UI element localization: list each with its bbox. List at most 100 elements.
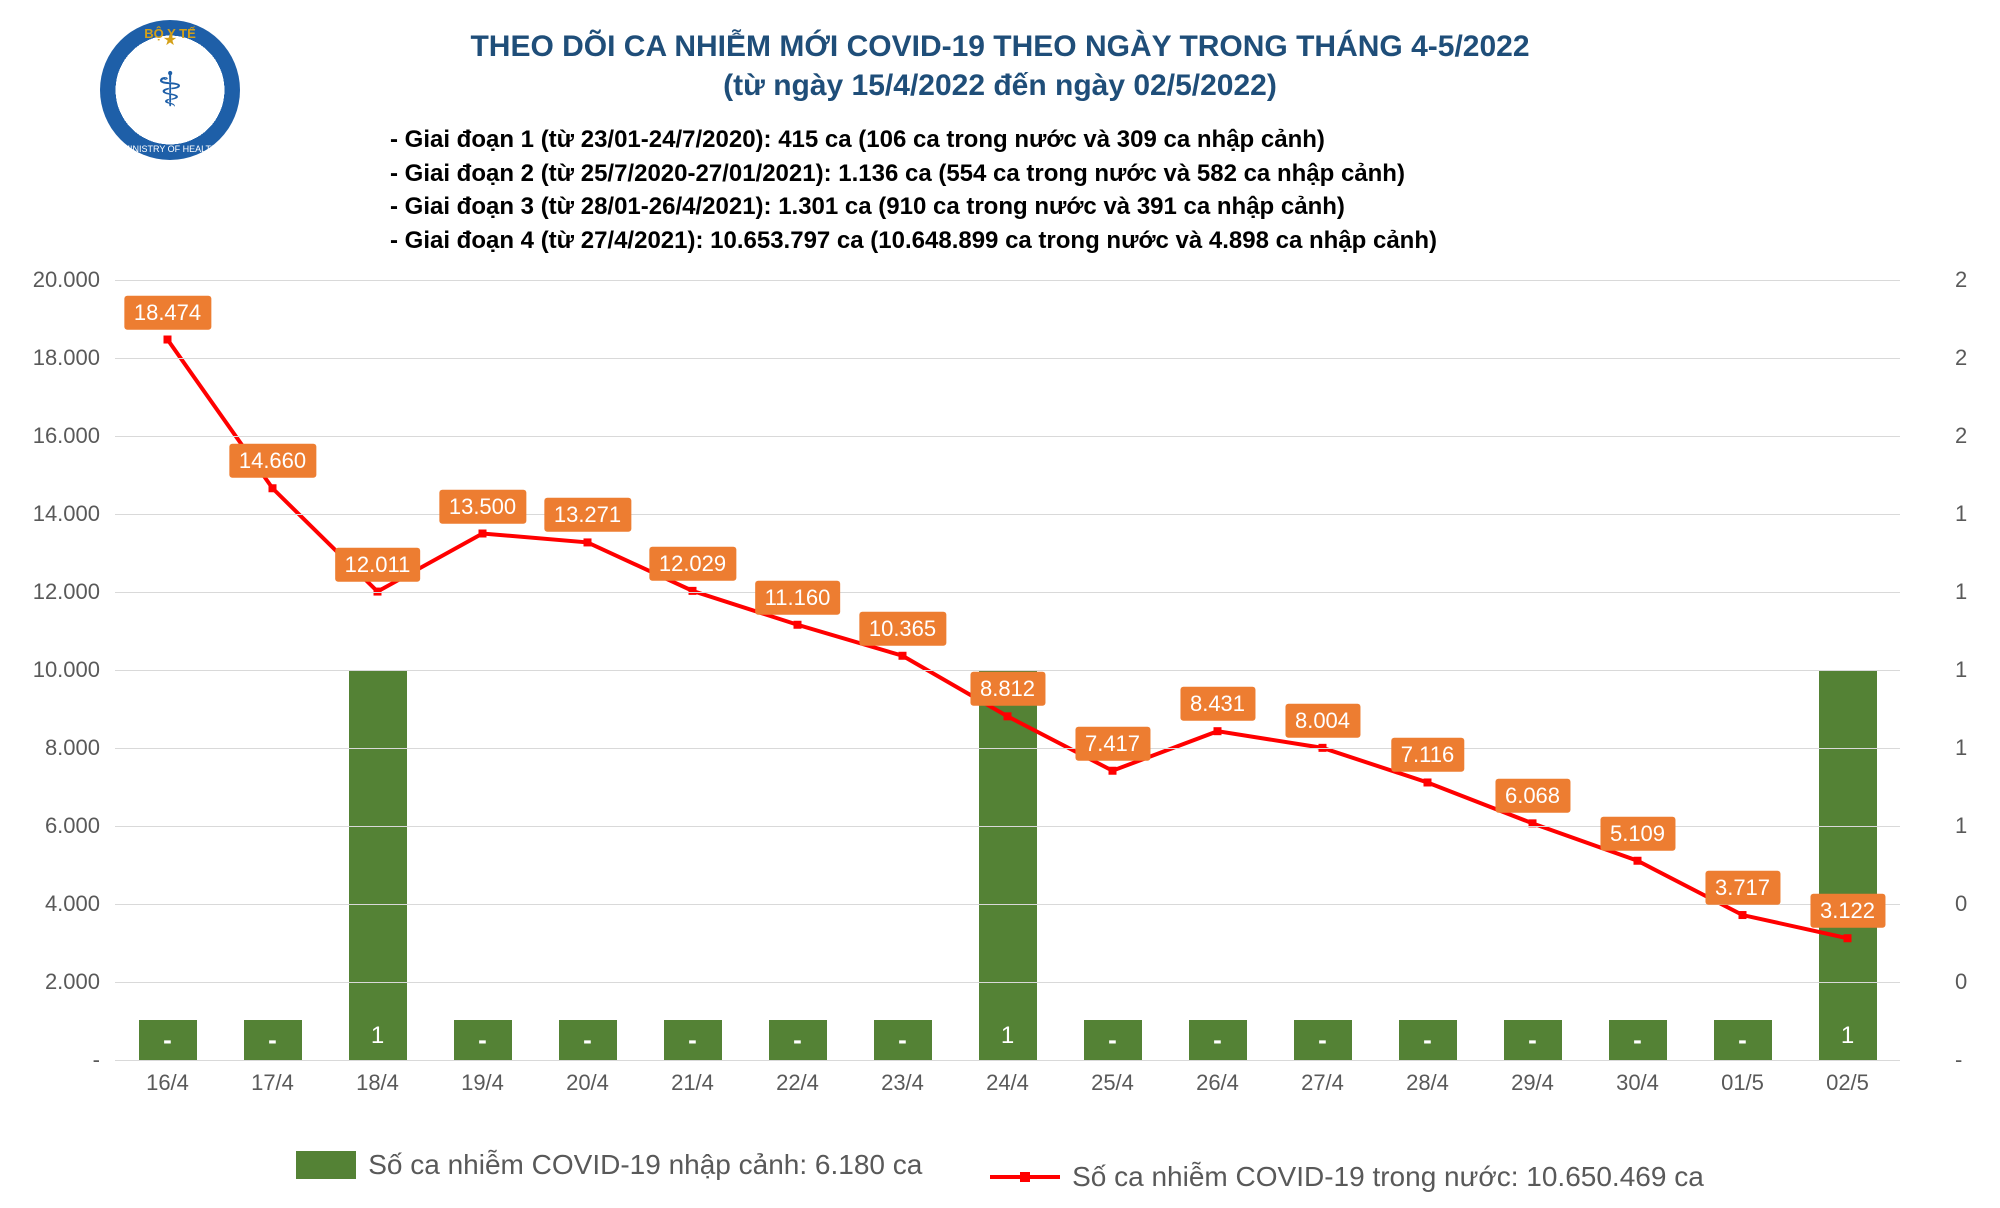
line-marker bbox=[1004, 712, 1012, 720]
legend-line-swatch bbox=[990, 1175, 1060, 1179]
y-tick-left: 6.000 bbox=[45, 813, 100, 839]
x-tick: 17/4 bbox=[251, 1070, 294, 1096]
gridline bbox=[115, 592, 1900, 593]
phase-summary: - Giai đoạn 1 (từ 23/01-24/7/2020): 415 … bbox=[390, 123, 1990, 257]
line-value-label: 12.029 bbox=[649, 547, 736, 581]
y-tick-right: 0 bbox=[1955, 891, 1967, 917]
line-value-label: 13.271 bbox=[544, 498, 631, 532]
line-marker bbox=[1844, 934, 1852, 942]
y-tick-right: - bbox=[1955, 1047, 1962, 1073]
plot-region: 1-------1-----1-- 18.47414.66012.01113.5… bbox=[115, 280, 1900, 1060]
x-tick: 22/4 bbox=[776, 1070, 819, 1096]
line-value-label: 10.365 bbox=[859, 612, 946, 646]
line-marker bbox=[1109, 767, 1117, 775]
y-tick-right: 1 bbox=[1955, 501, 1967, 527]
chart-header: THEO DÕI CA NHIỄM MỚI COVID-19 THEO NGÀY… bbox=[10, 10, 1990, 257]
y-tick-left: 16.000 bbox=[33, 423, 100, 449]
star-icon: ★ bbox=[163, 30, 177, 50]
y-tick-left: 2.000 bbox=[45, 969, 100, 995]
x-tick: 24/4 bbox=[986, 1070, 1029, 1096]
line-value-label: 14.660 bbox=[229, 444, 316, 478]
phase-3: - Giai đoạn 3 (từ 28/01-26/4/2021): 1.30… bbox=[390, 190, 1990, 224]
gridline bbox=[115, 280, 1900, 281]
line-value-label: 11.160 bbox=[755, 581, 841, 615]
line-marker bbox=[1214, 727, 1222, 735]
line-marker bbox=[899, 652, 907, 660]
y-tick-right: 1 bbox=[1955, 579, 1967, 605]
gridline bbox=[115, 982, 1900, 983]
chart-title: THEO DÕI CA NHIỄM MỚI COVID-19 THEO NGÀY… bbox=[10, 30, 1990, 64]
legend-bar-swatch bbox=[296, 1151, 356, 1179]
gridline bbox=[115, 436, 1900, 437]
x-tick: 27/4 bbox=[1301, 1070, 1344, 1096]
line-value-label: 3.717 bbox=[1705, 871, 1780, 905]
gridline bbox=[115, 904, 1900, 905]
legend-bar-label: Số ca nhiễm COVID-19 nhập cảnh: 6.180 ca bbox=[368, 1149, 922, 1181]
y-axis-left: -2.0004.0006.0008.00010.00012.00014.0001… bbox=[30, 280, 110, 1060]
line-marker bbox=[584, 538, 592, 546]
y-tick-right: 2 bbox=[1955, 423, 1967, 449]
line-marker bbox=[1634, 857, 1642, 865]
line-value-label: 3.122 bbox=[1810, 894, 1885, 928]
line-value-label: 7.417 bbox=[1075, 727, 1150, 761]
line-marker bbox=[689, 587, 697, 595]
line-value-label: 12.011 bbox=[335, 547, 421, 581]
x-tick: 26/4 bbox=[1196, 1070, 1239, 1096]
line-value-label: 8.004 bbox=[1285, 704, 1360, 738]
line-marker bbox=[1739, 911, 1747, 919]
y-tick-right: 1 bbox=[1955, 657, 1967, 683]
phase-1: - Giai đoạn 1 (từ 23/01-24/7/2020): 415 … bbox=[390, 123, 1990, 157]
line-value-label: 18.474 bbox=[124, 295, 211, 329]
line-value-label: 8.812 bbox=[970, 672, 1045, 706]
phase-4: - Giai đoạn 4 (từ 27/4/2021): 10.653.797… bbox=[390, 224, 1990, 258]
y-axis-right: -0011111222 bbox=[1945, 280, 1995, 1060]
line-marker bbox=[269, 484, 277, 492]
gridline bbox=[115, 358, 1900, 359]
legend-line-label: Số ca nhiễm COVID-19 trong nước: 10.650.… bbox=[1072, 1161, 1704, 1193]
y-tick-left: 8.000 bbox=[45, 735, 100, 761]
y-tick-left: 4.000 bbox=[45, 891, 100, 917]
x-tick: 18/4 bbox=[356, 1070, 399, 1096]
chart-container: BỘ Y TẾ ★ ⚕ MINISTRY OF HEALTH THEO DÕI … bbox=[0, 0, 2000, 1208]
line-marker bbox=[1424, 778, 1432, 786]
y-tick-right: 0 bbox=[1955, 969, 1967, 995]
x-tick: 30/4 bbox=[1616, 1070, 1659, 1096]
legend-line-item: Số ca nhiễm COVID-19 trong nước: 10.650.… bbox=[990, 1161, 1704, 1193]
line-value-label: 8.431 bbox=[1180, 687, 1255, 721]
line-value-label: 6.068 bbox=[1495, 779, 1570, 813]
legend-bar-item: Số ca nhiễm COVID-19 nhập cảnh: 6.180 ca bbox=[296, 1149, 922, 1181]
line-value-label: 5.109 bbox=[1600, 817, 1675, 851]
line-marker bbox=[479, 530, 487, 538]
line-series bbox=[168, 340, 1848, 939]
x-tick: 23/4 bbox=[881, 1070, 924, 1096]
x-axis: 16/4 17/4 18/4 19/4 20/4 21/4 22/4 23/4 24/4 25/4… bbox=[115, 1070, 1935, 1100]
y-tick-right: 1 bbox=[1955, 813, 1967, 839]
x-tick: 20/4 bbox=[566, 1070, 609, 1096]
x-tick: 28/4 bbox=[1406, 1070, 1449, 1096]
x-tick: 16/4 bbox=[146, 1070, 189, 1096]
x-tick: 25/4 bbox=[1091, 1070, 1134, 1096]
x-tick: 29/4 bbox=[1511, 1070, 1554, 1096]
x-tick: 02/5 bbox=[1826, 1070, 1869, 1096]
line-value-label: 7.116 bbox=[1391, 738, 1464, 772]
gridline bbox=[115, 514, 1900, 515]
line-value-label: 13.500 bbox=[439, 489, 526, 523]
gridline bbox=[115, 748, 1900, 749]
x-tick: 01/5 bbox=[1721, 1070, 1764, 1096]
line-marker bbox=[164, 336, 172, 344]
x-tick: 19/4 bbox=[461, 1070, 504, 1096]
y-tick-left: 20.000 bbox=[33, 267, 100, 293]
caduceus-icon: ⚕ bbox=[157, 62, 183, 118]
chart-legend: Số ca nhiễm COVID-19 nhập cảnh: 6.180 ca… bbox=[0, 1149, 2000, 1193]
gridline bbox=[115, 1060, 1900, 1061]
y-tick-left: - bbox=[93, 1047, 100, 1073]
y-tick-left: 10.000 bbox=[33, 657, 100, 683]
logo-bottom-text: MINISTRY OF HEALTH bbox=[122, 144, 217, 154]
y-tick-right: 2 bbox=[1955, 267, 1967, 293]
x-tick: 21/4 bbox=[671, 1070, 714, 1096]
y-tick-left: 18.000 bbox=[33, 345, 100, 371]
ministry-logo: BỘ Y TẾ ★ ⚕ MINISTRY OF HEALTH bbox=[100, 20, 240, 160]
y-tick-left: 14.000 bbox=[33, 501, 100, 527]
line-marker bbox=[794, 621, 802, 629]
chart-subtitle: (từ ngày 15/4/2022 đến ngày 02/5/2022) bbox=[10, 69, 1990, 103]
